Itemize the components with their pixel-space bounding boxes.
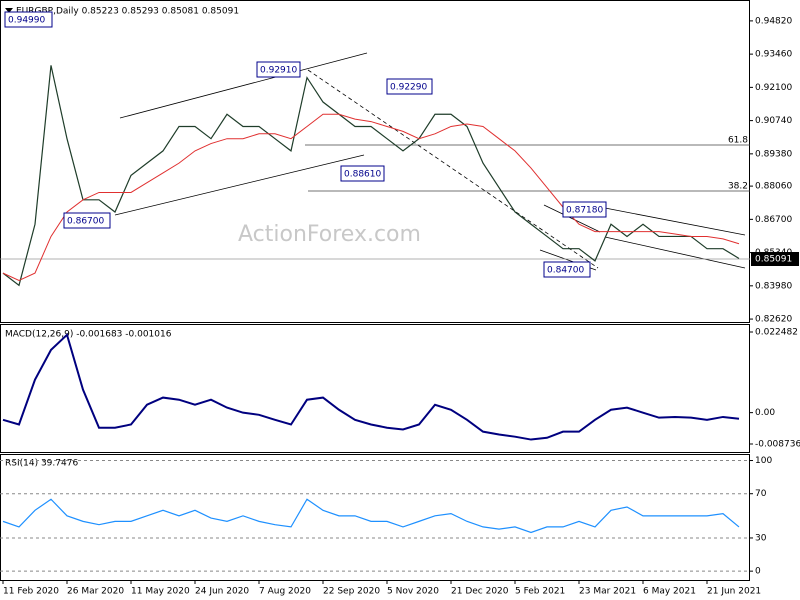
annotation-box (4, 11, 53, 28)
fib-label: 38.2 (728, 182, 748, 192)
x-tick-label: 26 Mar 2020 (67, 587, 124, 597)
x-tick-label: 21 Dec 2020 (451, 587, 509, 597)
y-tick-label: 100 (755, 456, 772, 466)
x-tick-label: 21 Jun 2021 (707, 587, 761, 597)
chart-title: EURGBP,Daily 0.85223 0.85293 0.85081 0.8… (16, 7, 239, 17)
x-tick-label: 11 May 2020 (131, 587, 190, 597)
channel-line (604, 236, 746, 269)
y-tick-label: 0.022482 (755, 327, 798, 337)
annotation-box (256, 61, 301, 78)
y-tick-label: 0.93460 (755, 50, 792, 60)
current-price-box (751, 252, 799, 266)
rsi-title: RSI(14) 39.7476 (5, 459, 78, 469)
y-tick-label: 0.88060 (755, 182, 792, 192)
y-tick-label: 0.83980 (755, 281, 792, 291)
y-tick-label: 0.00 (755, 408, 775, 418)
x-tick-label: 7 Aug 2020 (259, 587, 311, 597)
x-tick-label: 5 Feb 2021 (515, 587, 565, 597)
channel-line (114, 154, 365, 216)
x-tick-label: 6 May 2021 (643, 587, 696, 597)
annotation-box (543, 261, 591, 278)
annotation: 0.88610 (344, 170, 381, 180)
current-price: 0.85091 (755, 255, 792, 265)
channel-line (119, 52, 368, 119)
trend-line (307, 69, 599, 269)
annotation-box (340, 165, 385, 182)
annotation: 0.94990 (8, 16, 45, 26)
y-tick-label: 0.94820 (755, 16, 792, 26)
macd-panel (0, 324, 750, 453)
annotation: 0.84700 (547, 266, 584, 276)
y-tick-label: 0.89380 (755, 149, 792, 159)
annotation: 0.87180 (566, 206, 603, 216)
annotation-box (386, 78, 433, 95)
y-tick-label: 30 (755, 533, 767, 543)
channel-line (604, 207, 746, 236)
y-tick-label: 70 (755, 489, 767, 499)
y-tick-label: 0.82620 (755, 315, 792, 325)
price-panel (0, 0, 750, 323)
macd-title: MACD(12,26,9) -0.001683 -0.001016 (5, 330, 172, 340)
y-tick-label: 0 (755, 567, 761, 577)
annotation: 0.86700 (67, 217, 104, 227)
y-tick-label: 0.86700 (755, 215, 792, 225)
fib-label: 61.8 (728, 136, 748, 146)
title-icon (5, 8, 13, 13)
series-line (2, 113, 740, 281)
x-tick-label: 11 Feb 2020 (3, 587, 59, 597)
x-tick-label: 5 Nov 2020 (387, 587, 439, 597)
annotation: 0.92290 (390, 83, 427, 93)
series-line (2, 332, 740, 441)
annotation-box (562, 201, 607, 218)
y-tick-label: 0.90740 (755, 116, 792, 126)
y-tick-label: 0.85340 (755, 248, 792, 258)
rsi-panel (0, 454, 750, 581)
y-tick-label: -0.008736 (755, 439, 800, 449)
channel-line (543, 204, 601, 233)
series-line (2, 65, 740, 287)
annotation-box (63, 212, 111, 229)
y-tick-label: 0.92100 (755, 83, 792, 93)
trendlines (0, 52, 750, 271)
annotation: 0.92910 (260, 66, 297, 76)
series-line (2, 498, 740, 534)
watermark: ActionForex.com (238, 222, 421, 247)
x-tick-label: 23 Mar 2021 (579, 587, 636, 597)
x-tick-label: 24 Jun 2020 (195, 587, 249, 597)
x-tick-label: 22 Sep 2020 (323, 587, 380, 597)
